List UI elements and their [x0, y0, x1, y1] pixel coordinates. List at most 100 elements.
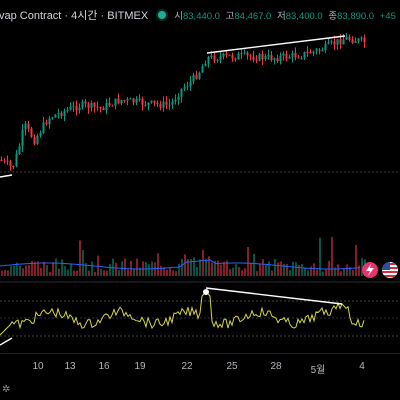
volume-bar [337, 264, 339, 276]
candle-body [135, 99, 138, 103]
volume-bar [226, 260, 228, 276]
volume-bar [19, 265, 21, 276]
lightning-icon [366, 264, 374, 276]
volume-bar [154, 262, 156, 276]
volume-bar [349, 266, 351, 276]
volume-bar [67, 269, 69, 276]
volume-bar [7, 270, 9, 276]
volume-bar [298, 264, 300, 276]
candle-body [339, 39, 342, 45]
high-label: 고 [225, 11, 235, 22]
candle-body [282, 53, 285, 56]
snowflake-icon[interactable]: ✲ [2, 384, 11, 395]
symbol-title[interactable]: vap Contract · 4시간 · BITMEX [0, 10, 149, 22]
candle-body [252, 56, 255, 60]
candle-body [219, 56, 222, 60]
candle-body [105, 102, 108, 110]
volume-bar [274, 258, 276, 276]
volume-bar [40, 268, 42, 276]
volume-bar [175, 271, 177, 276]
x-tick: 22 [181, 361, 193, 372]
ohlc-readout: 시83,440.0 고84,467.0 저83,400.0 종83,890.0 … [174, 8, 399, 22]
volume-bar [88, 270, 90, 276]
time-axis[interactable]: 10 13 16 19 22 25 28 5월 4 [0, 353, 400, 380]
change-value: +45 [379, 11, 396, 22]
candle-body [267, 55, 270, 57]
candle-body [186, 86, 189, 88]
candle-body [3, 160, 6, 162]
open-label: 시 [174, 11, 183, 22]
candle-body [54, 114, 57, 118]
volume-bar [325, 269, 327, 276]
volume-bar [106, 270, 108, 276]
volume-bar [55, 258, 57, 276]
candle-body [306, 51, 309, 53]
candle-body [333, 41, 336, 45]
candle-body [24, 123, 27, 130]
volume-bar [232, 267, 234, 276]
candle-body [222, 53, 225, 57]
candle-body [33, 136, 36, 144]
volume-bar [247, 247, 249, 276]
volume-bar [184, 254, 186, 276]
volume-ma-line [0, 259, 361, 270]
candle-body [348, 36, 351, 40]
volume-bar [193, 257, 195, 276]
candle-body [30, 128, 33, 137]
low-label: 저 [276, 11, 286, 22]
candle-body [42, 122, 45, 133]
volume-bar [304, 267, 306, 276]
candle-body [138, 98, 141, 100]
lightning-button[interactable] [362, 262, 378, 278]
volume-bar [352, 270, 354, 276]
candle-body [132, 98, 135, 103]
candle-body [0, 160, 3, 161]
volume-bar [181, 258, 183, 276]
volume-bar [244, 268, 246, 276]
volume-bar [97, 255, 99, 276]
volume-bar [118, 270, 120, 276]
volume-bar [313, 263, 315, 276]
candle-body [129, 98, 132, 100]
candle-body [342, 39, 345, 45]
volume-bar [241, 270, 243, 276]
volume-bar [76, 270, 78, 276]
candle-body [87, 103, 90, 109]
candle-body [273, 58, 276, 61]
candle-body [96, 106, 99, 108]
candle-body [81, 101, 84, 108]
candle-body [192, 74, 195, 82]
volume-bar [334, 267, 336, 276]
candle-body [63, 111, 66, 117]
flag-button[interactable] [382, 262, 398, 278]
volume-bar [199, 259, 201, 276]
candle-body [147, 102, 150, 106]
open-value: 83,440.0 [182, 11, 220, 22]
volume-bar [127, 269, 129, 276]
volume-bar [85, 263, 87, 276]
candle-body [207, 56, 210, 64]
volume-bar [94, 271, 96, 276]
volume-bar [13, 265, 15, 276]
candle-body [243, 52, 246, 54]
candle-body [228, 54, 231, 56]
chart-canvas[interactable] [0, 0, 400, 380]
volume-bar [31, 261, 33, 276]
candle-body [312, 51, 315, 54]
candle-body [291, 52, 294, 57]
candle-body [303, 51, 306, 58]
volume-bar [70, 263, 72, 276]
candle-body [258, 53, 261, 61]
volume-bar [286, 264, 288, 276]
volume-bar [169, 268, 171, 276]
candle-body [120, 100, 123, 104]
volume-bar [343, 268, 345, 276]
volume-bar [259, 263, 261, 276]
volume-bar [238, 267, 240, 276]
candle-body [93, 102, 96, 107]
x-tick: 10 [32, 361, 44, 372]
volume-bar [61, 259, 63, 276]
volume-bar [277, 262, 279, 276]
candle-body [255, 59, 258, 61]
candle-body [168, 104, 171, 106]
